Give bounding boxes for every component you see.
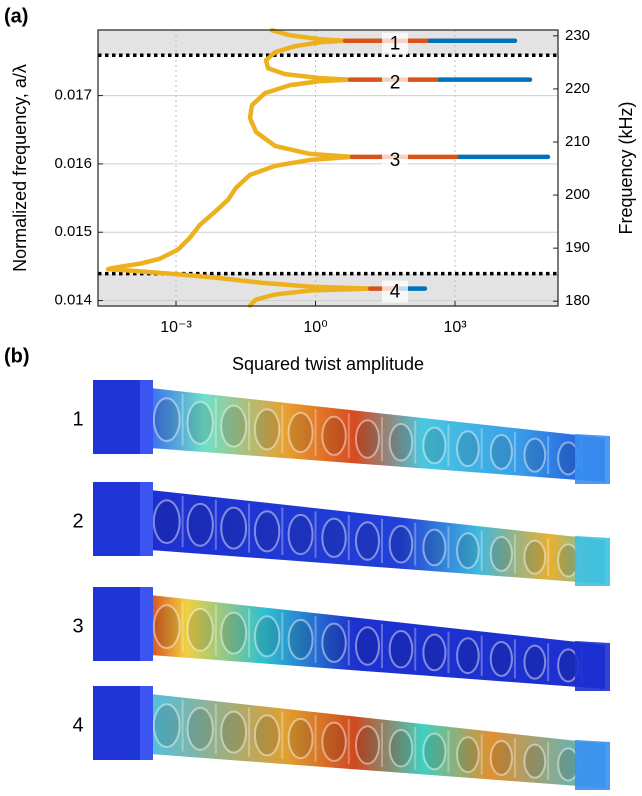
unit-cell: [388, 629, 414, 669]
mode-annotation: 2: [390, 73, 401, 94]
y-tick-label: 0.017: [54, 87, 92, 104]
unit-cell: [186, 607, 214, 652]
x-tick-label: 10³: [443, 319, 467, 336]
unit-cell: [523, 743, 547, 779]
unit-cell: [489, 535, 513, 572]
mode-label: 4: [72, 714, 83, 736]
plot-background: [98, 30, 558, 306]
y-tick-label: 0.014: [54, 292, 92, 309]
end-block: [575, 536, 610, 586]
unit-cell: [355, 626, 380, 666]
renderings-b: 1 2 3 4: [72, 380, 610, 790]
unit-cell: [220, 611, 248, 655]
mode-label: 3: [72, 615, 83, 637]
unit-cell: [321, 415, 347, 456]
unit-cell: [287, 411, 314, 454]
unit-cell: [489, 739, 513, 776]
y2-tick-label: 190: [565, 239, 590, 256]
series-line: [397, 38, 551, 291]
end-block: [575, 434, 610, 484]
y-tick-label: 0.016: [54, 155, 92, 172]
unit-cell: [287, 717, 314, 760]
unit-cell: [186, 502, 214, 547]
unit-cell: [287, 513, 314, 556]
plot-frame: [97, 29, 559, 307]
unit-cell: [152, 397, 181, 442]
mode-label: 2: [72, 510, 83, 532]
unit-cell: [321, 721, 347, 762]
beam-body: [150, 694, 605, 788]
unit-cell: [489, 640, 513, 677]
mode-annotation: 1: [390, 34, 401, 55]
unit-cell: [388, 524, 414, 564]
unit-cell: [388, 422, 414, 462]
unit-cell: [422, 528, 447, 567]
clamp-block-side: [140, 686, 153, 760]
x-tick-label: 10⁰: [303, 319, 327, 336]
unit-cell: [523, 437, 547, 473]
unit-cell: [253, 714, 281, 757]
beam-body: [150, 490, 605, 584]
unit-cell: [388, 728, 414, 768]
unit-cell: [186, 400, 214, 445]
series-line: [105, 28, 373, 308]
unit-cell: [186, 706, 214, 751]
beam-body: [150, 388, 605, 482]
unit-cell: [355, 725, 380, 765]
unit-cell: [422, 633, 447, 672]
unit-cell: [456, 532, 480, 570]
clamp-block-side: [140, 587, 153, 661]
unit-cell: [253, 615, 281, 658]
unit-cell: [523, 539, 547, 575]
unit-cell: [287, 618, 314, 661]
unit-cell: [220, 506, 248, 550]
clamp-block-side: [140, 482, 153, 556]
unit-cell: [152, 499, 181, 544]
unit-cell: [355, 419, 380, 459]
unit-cell: [456, 736, 480, 774]
panel-label: (b): [4, 345, 30, 367]
mode-label: 1: [72, 408, 83, 430]
unit-cell: [422, 732, 447, 771]
unit-cell: [355, 521, 380, 561]
y-axis-label: Normalized frequency, a/λ: [10, 64, 30, 272]
x-tick-label: 10⁻³: [160, 319, 192, 336]
y-tick-label: 0.015: [54, 223, 92, 240]
end-block: [575, 740, 610, 790]
unit-cell: [220, 710, 248, 754]
unit-cell: [456, 430, 480, 468]
panel-label: (a): [4, 5, 28, 27]
y2-tick-label: 180: [565, 292, 590, 309]
mode-annotation: 3: [390, 150, 401, 171]
unit-cell: [456, 637, 480, 675]
clamp-block-side: [140, 380, 153, 454]
end-block: [575, 641, 610, 691]
unit-cell: [523, 644, 547, 680]
y2-tick-label: 210: [565, 133, 590, 150]
y2-tick-label: 220: [565, 80, 590, 97]
unit-cell: [253, 510, 281, 553]
y2-axis-label: Frequency (kHz): [616, 101, 636, 234]
annotation-box: [382, 148, 408, 171]
y2-tick-label: 230: [565, 27, 590, 44]
unit-cell: [321, 517, 347, 558]
unit-cell: [489, 433, 513, 470]
beam-body: [150, 595, 605, 689]
unit-cell: [422, 426, 447, 465]
unit-cell: [152, 703, 181, 748]
unit-cell: [220, 404, 248, 448]
unit-cell: [253, 408, 281, 451]
annotation-box: [382, 71, 408, 94]
unit-cell: [321, 622, 347, 663]
annotation-box: [382, 32, 408, 55]
chart-a: 1 2 3 4 0.014 0.015 0.016 0.017 180 190 200 210 220 2…: [4, 5, 636, 373]
x-axis-label: Squared twist amplitude: [232, 354, 424, 374]
mode-annotation: 4: [390, 282, 401, 303]
unit-cell: [152, 604, 181, 649]
annotation-box: [382, 280, 408, 303]
y2-tick-label: 200: [565, 186, 590, 203]
